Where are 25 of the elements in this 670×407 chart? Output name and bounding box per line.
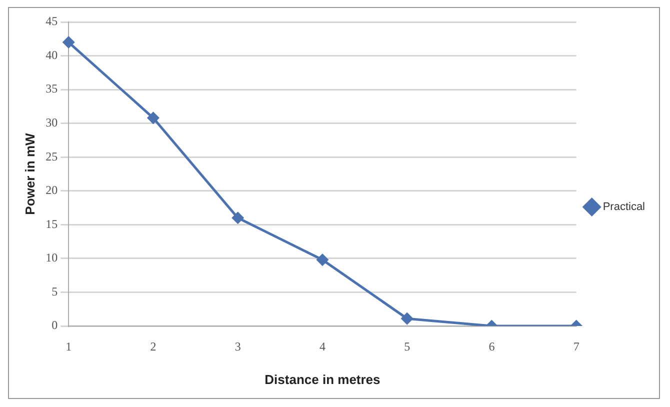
y-tick-label: 45	[46, 14, 58, 28]
x-tick-label: 2	[150, 339, 156, 354]
y-tick-label: 30	[46, 115, 58, 130]
y-tick-label: 25	[46, 149, 58, 164]
x-tick-label: 4	[319, 339, 326, 354]
x-tick-label: 7	[573, 339, 580, 354]
x-tick-label: 3	[234, 339, 241, 354]
point	[147, 112, 159, 124]
x-axis-title: Distance in metres	[264, 372, 380, 387]
x-tick-label: 6	[488, 339, 495, 354]
point	[62, 36, 74, 48]
y-tick-label: 5	[52, 284, 58, 298]
y-tick-label: 20	[46, 183, 58, 198]
y-tick-label: 15	[46, 216, 58, 231]
y-axis-title: Power in mW	[22, 132, 38, 215]
x-tick-label: 5	[404, 339, 410, 354]
y-tick-label: 40	[46, 48, 58, 62]
y-tick-label: 0	[52, 318, 58, 332]
point	[232, 212, 244, 224]
point	[401, 312, 413, 324]
y-tick-label: 35	[46, 82, 58, 96]
y-tick-label: 10	[46, 250, 58, 265]
legend-label: Practical	[602, 201, 646, 214]
x-tick-label: 1	[66, 339, 72, 354]
point	[316, 254, 328, 266]
